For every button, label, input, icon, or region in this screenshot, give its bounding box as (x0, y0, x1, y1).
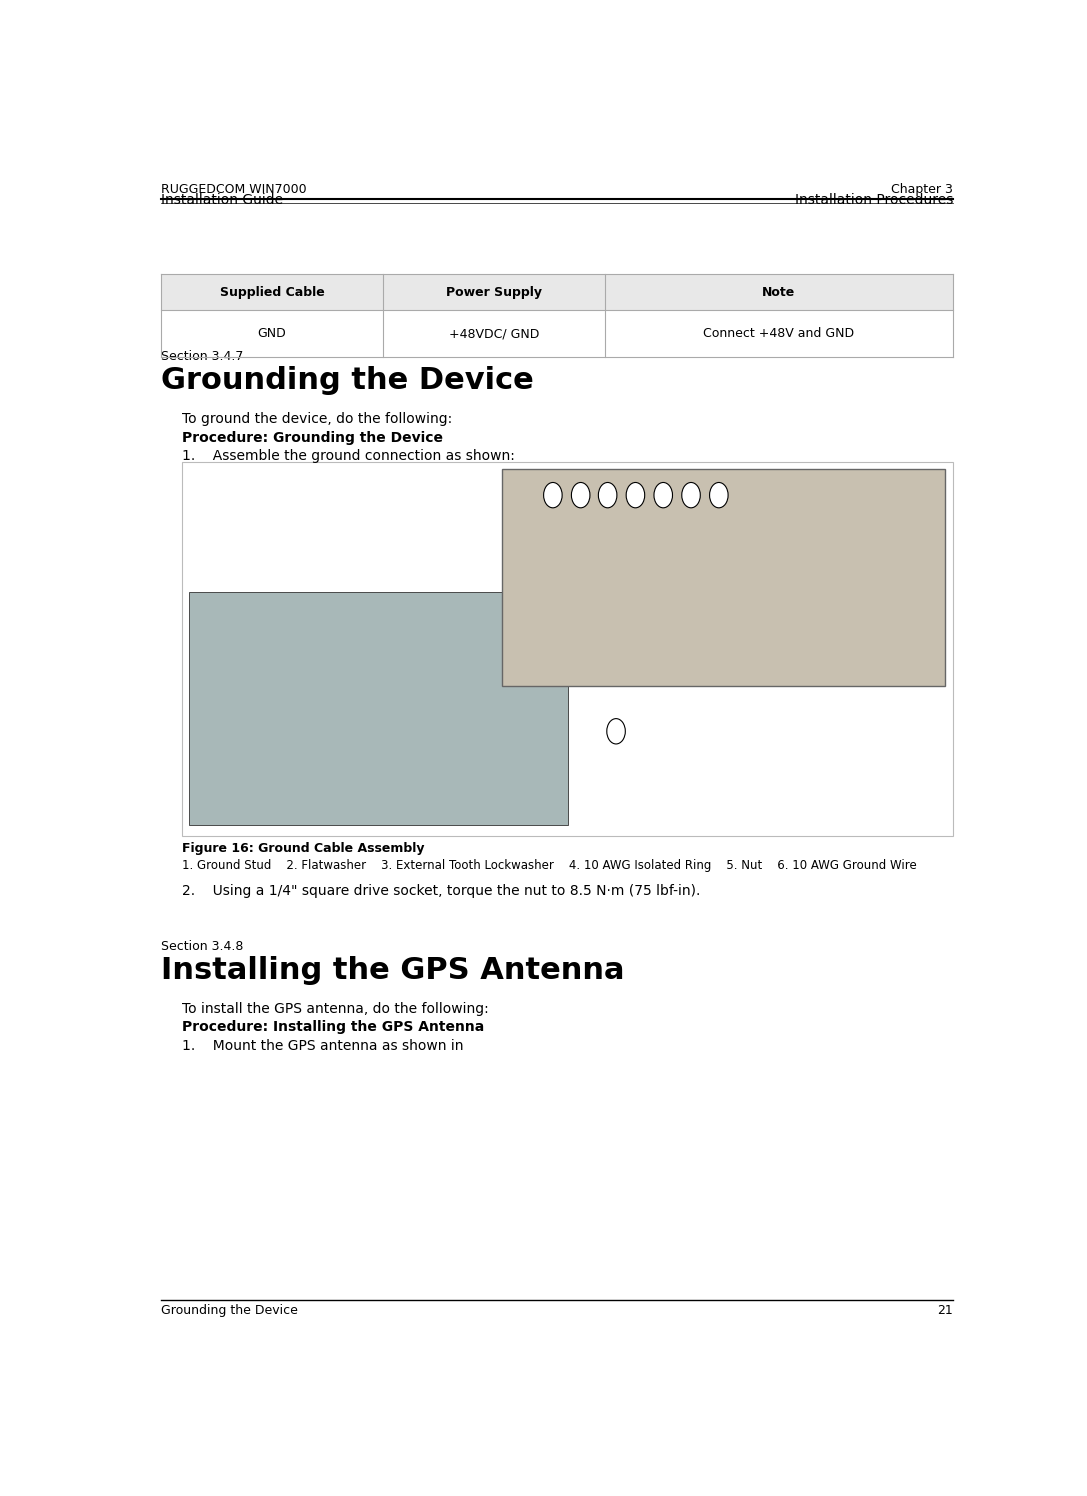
FancyBboxPatch shape (183, 462, 953, 836)
Circle shape (682, 483, 700, 507)
FancyBboxPatch shape (161, 274, 953, 311)
Text: Chapter 3: Chapter 3 (891, 183, 953, 196)
Text: Note: Note (762, 286, 796, 299)
FancyBboxPatch shape (161, 311, 953, 358)
Text: GND: GND (258, 328, 286, 340)
FancyBboxPatch shape (502, 470, 945, 687)
Text: To ground the device, do the following:: To ground the device, do the following: (183, 413, 452, 426)
Text: To install the GPS antenna, do the following:: To install the GPS antenna, do the follo… (183, 1002, 489, 1016)
Circle shape (710, 483, 728, 507)
Circle shape (626, 483, 645, 507)
Text: Procedure: Installing the GPS Antenna: Procedure: Installing the GPS Antenna (183, 1020, 485, 1034)
Text: Procedure: Grounding the Device: Procedure: Grounding the Device (183, 431, 443, 444)
Text: 5: 5 (715, 491, 722, 500)
Text: 1.    Mount the GPS antenna as shown in: 1. Mount the GPS antenna as shown in (183, 1038, 468, 1053)
Text: Installation Guide: Installation Guide (161, 193, 284, 208)
Text: 1. Ground Stud    2. Flatwasher    3. External Tooth Lockwasher    4. 10 AWG Iso: 1. Ground Stud 2. Flatwasher 3. External… (183, 859, 917, 872)
Text: Connect +48V and GND: Connect +48V and GND (703, 328, 854, 340)
Circle shape (572, 483, 590, 507)
Text: 2.    Using a 1/4" square drive socket, torque the nut to 8.5 N·m (75 lbf-in).: 2. Using a 1/4" square drive socket, tor… (183, 884, 701, 899)
Text: Grounding the Device: Grounding the Device (161, 1305, 298, 1316)
Circle shape (598, 483, 617, 507)
Text: 2: 2 (577, 491, 584, 500)
Text: 21: 21 (937, 1305, 953, 1316)
Text: 2: 2 (688, 491, 695, 500)
Circle shape (654, 483, 673, 507)
Text: Installing the GPS Antenna: Installing the GPS Antenna (161, 956, 625, 984)
Text: 3: 3 (660, 491, 666, 500)
Text: Supplied Cable: Supplied Cable (220, 286, 324, 299)
Circle shape (544, 483, 562, 507)
Text: Section 3.4.8: Section 3.4.8 (161, 939, 243, 953)
Text: Grounding the Device: Grounding the Device (161, 367, 534, 395)
Text: Figure 16: Ground Cable Assembly: Figure 16: Ground Cable Assembly (183, 842, 425, 854)
FancyBboxPatch shape (189, 592, 569, 824)
Circle shape (607, 718, 625, 744)
Text: RUGGEDCOM WIN7000: RUGGEDCOM WIN7000 (161, 183, 307, 196)
Text: 3: 3 (604, 491, 611, 500)
Text: 1.    Assemble the ground connection as shown:: 1. Assemble the ground connection as sho… (183, 449, 515, 464)
Text: 1: 1 (550, 491, 555, 500)
Text: 4: 4 (633, 491, 638, 500)
Text: 6: 6 (613, 726, 620, 736)
Text: Installation Procedures: Installation Procedures (795, 193, 953, 208)
Text: Section 3.4.7: Section 3.4.7 (161, 350, 243, 364)
Text: Power Supply: Power Supply (446, 286, 541, 299)
Text: +48VDC/ GND: +48VDC/ GND (449, 328, 539, 340)
